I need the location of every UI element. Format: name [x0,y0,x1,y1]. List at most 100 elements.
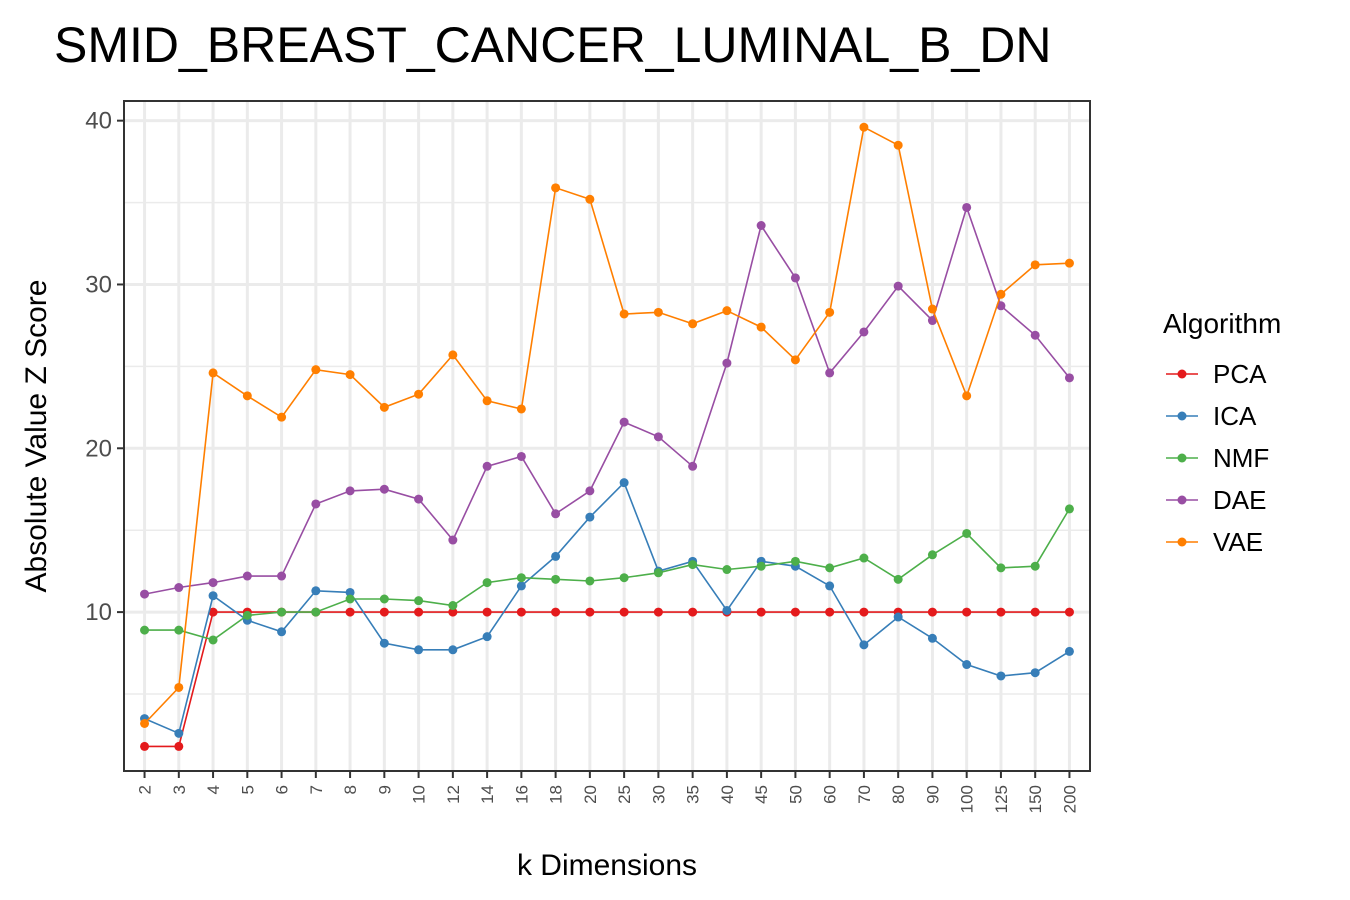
data-point-nmf [619,573,629,583]
data-point-vae [653,307,663,317]
data-point-nmf [482,578,492,588]
data-point-nmf [790,556,800,566]
data-point-pca [208,607,218,617]
legend-item-pca: PCA [1166,359,1267,389]
data-point-pca [140,741,150,751]
data-point-dae [962,202,972,212]
data-point-ica [277,627,287,637]
data-point-dae [688,461,698,471]
x-tick-label: 12 [444,785,463,804]
data-point-vae [927,304,937,314]
data-point-pca [448,607,458,617]
data-point-vae [516,404,526,414]
data-point-ica [482,632,492,642]
data-point-vae [379,402,389,412]
data-point-pca [345,607,355,617]
data-point-ica [551,551,561,561]
data-point-vae [585,194,595,204]
data-point-nmf [516,573,526,583]
data-point-vae [859,122,869,132]
y-tick-label: 20 [85,435,112,462]
x-tick-label: 2 [136,785,155,794]
series-line-vae [144,125,1070,725]
legend-label: DAE [1213,485,1266,515]
plot-background [124,101,1090,771]
data-point-pca [1064,607,1074,617]
data-point-dae [551,509,561,519]
data-point-nmf [996,563,1006,573]
x-tick-label: 9 [375,785,394,794]
legend-label: VAE [1213,527,1263,557]
legend-key-point [1177,495,1187,505]
data-point-nmf [756,561,766,571]
data-point-nmf [208,635,218,645]
data-point-nmf [551,574,561,584]
x-tick-label: 6 [273,785,292,794]
data-point-dae [653,432,663,442]
data-point-dae [208,578,218,588]
data-point-nmf [379,594,389,604]
x-axis: 2 3 4 5 6 7 8 9 10 12 14 16 18 20 25 30 35 40 45 50 60 70 80 90… [136,771,1079,813]
data-point-dae [242,571,252,581]
legend-label: ICA [1213,401,1257,431]
legend-label: PCA [1213,359,1267,389]
x-tick-label: 60 [821,785,840,804]
plot-border [123,100,1091,772]
data-point-vae [345,370,355,380]
data-point-ica [448,645,458,655]
data-point-ica [585,512,595,522]
data-point-ica [174,728,184,738]
data-point-ica [379,638,389,648]
data-point-dae [722,358,732,368]
data-point-vae [311,365,321,375]
x-tick-label: 150 [1026,785,1045,813]
data-point-ica [516,581,526,591]
legend-item-ica: ICA [1166,401,1257,431]
data-point-dae [414,494,424,504]
data-point-nmf [1030,561,1040,571]
data-point-ica [996,671,1006,681]
x-tick-label: 14 [478,785,497,804]
data-point-dae [927,316,937,326]
data-point-ica [311,586,321,596]
data-point-pca [174,741,184,751]
legend-key-point [1177,369,1187,379]
data-point-nmf [962,528,972,538]
data-point-nmf [653,568,663,578]
data-point-vae [482,396,492,406]
data-point-nmf [414,596,424,606]
data-point-pca [551,607,561,617]
data-point-pca [927,607,937,617]
data-point-nmf [688,560,698,570]
data-point-vae [790,355,800,365]
series-dae [140,202,1074,599]
data-point-pca [962,607,972,617]
plot-grid [124,101,1090,771]
data-point-ica [859,640,869,650]
x-axis-title: k Dimensions [517,849,697,882]
data-point-ica [619,478,629,488]
data-point-dae [996,301,1006,311]
data-point-dae [1064,373,1074,383]
data-point-nmf [1064,504,1074,514]
x-tick-label: 5 [238,785,257,794]
data-point-dae [379,484,389,494]
data-point-nmf [893,574,903,584]
x-tick-label: 18 [547,785,566,804]
data-point-nmf [311,607,321,617]
x-tick-label: 125 [992,785,1011,813]
data-point-nmf [174,625,184,635]
data-point-vae [688,319,698,329]
data-point-vae [140,718,150,728]
data-point-pca [379,607,389,617]
legend-item-nmf: NMF [1166,443,1269,473]
data-point-nmf [277,607,287,617]
legend-item-vae: VAE [1166,527,1263,557]
data-point-ica [893,612,903,622]
data-point-dae [516,451,526,461]
data-point-pca [859,607,869,617]
data-point-dae [140,589,150,599]
data-point-nmf [242,610,252,620]
data-point-vae [414,389,424,399]
